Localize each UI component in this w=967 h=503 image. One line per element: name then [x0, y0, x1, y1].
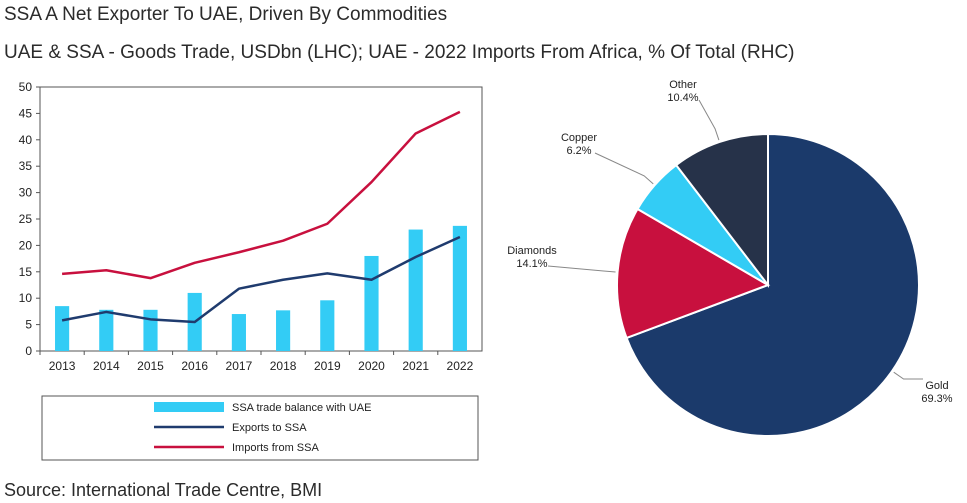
x-tick-label: 2016 [181, 359, 208, 373]
pie-value-other: 10.4% [667, 92, 698, 104]
line-exports-to-ssa [61, 235, 461, 324]
bar-line-legend: SSA trade balance with UAE Exports to SSA… [41, 395, 479, 461]
legend-box [41, 395, 479, 461]
pie-label-gold: Gold [925, 380, 948, 392]
y-tick-label: 30 [19, 186, 33, 200]
y-tick-label: 20 [19, 238, 33, 252]
x-tick-label: 2015 [137, 359, 164, 373]
pie-leader-line [594, 152, 654, 185]
legend-label: SSA trade balance with UAE [232, 402, 371, 414]
bar-trade-balance [320, 300, 335, 351]
x-tick-label: 2014 [93, 359, 120, 373]
x-tick-label: 2013 [49, 359, 76, 373]
x-tick-label: 2019 [314, 359, 341, 373]
y-tick-label: 35 [19, 159, 33, 173]
x-tick-label: 2017 [226, 359, 253, 373]
bar-trade-balance [408, 229, 423, 351]
bar-trade-balance [55, 306, 70, 351]
pie-value-diamonds: 14.1% [516, 258, 547, 270]
x-tick-label: 2018 [270, 359, 297, 373]
pie-label-other: Other [669, 79, 697, 91]
legend-swatch-bar [154, 402, 224, 412]
y-tick-label: 40 [19, 133, 33, 147]
line-imports-from-ssa [61, 110, 461, 280]
pie-label-diamonds: Diamonds [507, 245, 557, 257]
pie-leader-line [893, 371, 924, 380]
bar-line-chart: 0 5 10 15 20 25 30 35 40 45 50 2013 2014 2015 2016 2017… [19, 80, 483, 461]
legend-label: Imports from SSA [232, 442, 319, 454]
y-tick-label: 25 [19, 212, 33, 226]
x-tick-label: 2022 [447, 359, 474, 373]
legend-label: Exports to SSA [232, 422, 307, 434]
bar-trade-balance [231, 314, 246, 351]
bar-trade-balance [143, 309, 158, 351]
y-tick-label: 15 [19, 265, 33, 279]
pie-leader-line [698, 99, 720, 141]
pie-label-copper: Copper [561, 132, 597, 144]
bar-trade-balance [99, 309, 114, 351]
y-tick-label: 5 [25, 318, 32, 332]
y-tick-label: 0 [25, 344, 32, 358]
pie-slice-gold [625, 132, 920, 437]
bar-trade-balance [452, 225, 467, 351]
chart-title: SSA A Net Exporter To UAE, Driven By Com… [4, 4, 448, 25]
bar-line-plot-area: 0 5 10 15 20 25 30 35 40 45 50 2013 2014 2015 2016 2017… [19, 80, 483, 373]
bar-trade-balance [364, 255, 379, 351]
pie-slice-other [674, 132, 769, 288]
pie-value-copper: 6.2% [566, 145, 591, 157]
y-tick-label: 50 [19, 80, 33, 94]
pie-slice-diamonds [616, 207, 771, 340]
pie-leader-line [547, 265, 616, 273]
pie-value-gold: 69.3% [921, 393, 952, 405]
y-tick-label: 45 [19, 106, 33, 120]
source-note: Source: International Trade Centre, BMI [4, 480, 323, 500]
y-tick-label: 10 [19, 291, 33, 305]
x-tick-label: 2020 [358, 359, 385, 373]
bar-trade-balance [276, 310, 291, 351]
x-tick-label: 2021 [402, 359, 429, 373]
chart-subtitle: UAE & SSA - Goods Trade, USDbn (LHC); UA… [4, 42, 795, 63]
